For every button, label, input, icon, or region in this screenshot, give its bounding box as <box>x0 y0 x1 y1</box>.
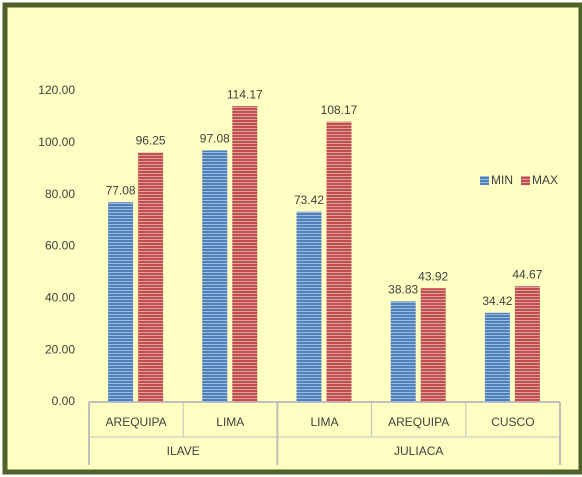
bar <box>138 152 164 402</box>
legend-label: MIN <box>491 173 513 187</box>
y-tick-label: 20.00 <box>45 342 75 356</box>
data-label: 96.25 <box>136 134 166 148</box>
y-tick-label: 100.00 <box>38 135 75 149</box>
legend-label: MAX <box>532 173 558 187</box>
x-tick-label: LIMA <box>310 415 338 429</box>
legend-swatch <box>521 176 530 185</box>
group-label: ILAVE <box>167 444 200 458</box>
data-label: 34.42 <box>482 294 512 308</box>
data-label: 38.83 <box>388 283 418 297</box>
bar <box>232 106 258 403</box>
data-label: 108.17 <box>321 103 358 117</box>
y-tick-label: 60.00 <box>45 239 75 253</box>
x-tick-label: AREQUIPA <box>388 415 449 429</box>
bar <box>296 211 322 402</box>
y-tick-label: 80.00 <box>45 187 75 201</box>
data-label: 77.08 <box>106 183 136 197</box>
legend-swatch <box>480 176 489 185</box>
bar <box>390 301 416 402</box>
data-label: 73.42 <box>294 193 324 207</box>
group-label: JULIACA <box>394 444 443 458</box>
bar <box>484 312 510 402</box>
bar <box>420 288 446 402</box>
y-tick-label: 40.00 <box>45 291 75 305</box>
x-tick-label: LIMA <box>216 415 244 429</box>
bar <box>514 286 540 402</box>
x-tick-label: CUSCO <box>491 415 534 429</box>
bar <box>202 150 228 402</box>
y-tick-label: 0.00 <box>52 394 76 408</box>
x-tick-label: AREQUIPA <box>106 415 167 429</box>
data-label: 114.17 <box>227 87 263 101</box>
bar <box>108 202 134 402</box>
data-label: 97.08 <box>200 132 230 146</box>
bar <box>326 121 352 402</box>
y-tick-label: 120.00 <box>38 83 75 97</box>
data-label: 44.67 <box>512 267 542 281</box>
data-label: 43.92 <box>418 269 448 283</box>
